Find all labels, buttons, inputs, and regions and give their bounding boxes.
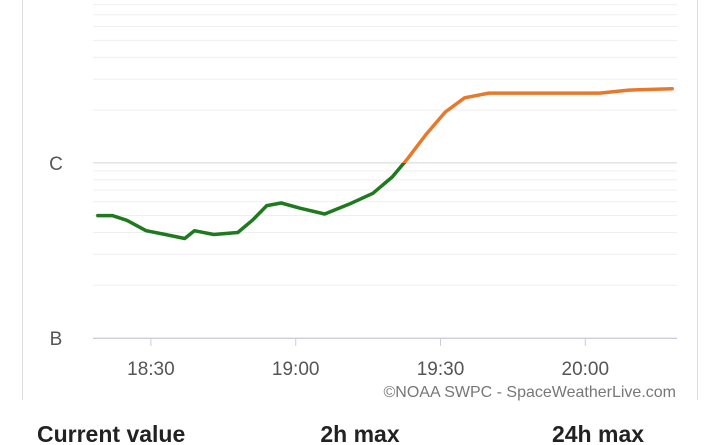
footer-label: 24h max (552, 421, 644, 445)
credit: ©NOAA SWPC - SpaceWeatherLive.com (384, 384, 676, 401)
footer-label: Current value (37, 421, 185, 445)
footer-label: 2h max (320, 421, 399, 445)
data-line (96, 86, 674, 241)
y-tick-label: B (50, 329, 63, 350)
x-tick-label: 20:00 (562, 359, 610, 380)
y-tick-label: C (49, 154, 63, 175)
x-tick-label: 19:00 (272, 359, 320, 380)
x-tick-label: 18:30 (127, 359, 175, 380)
x-tick-label: 19:30 (417, 359, 465, 380)
